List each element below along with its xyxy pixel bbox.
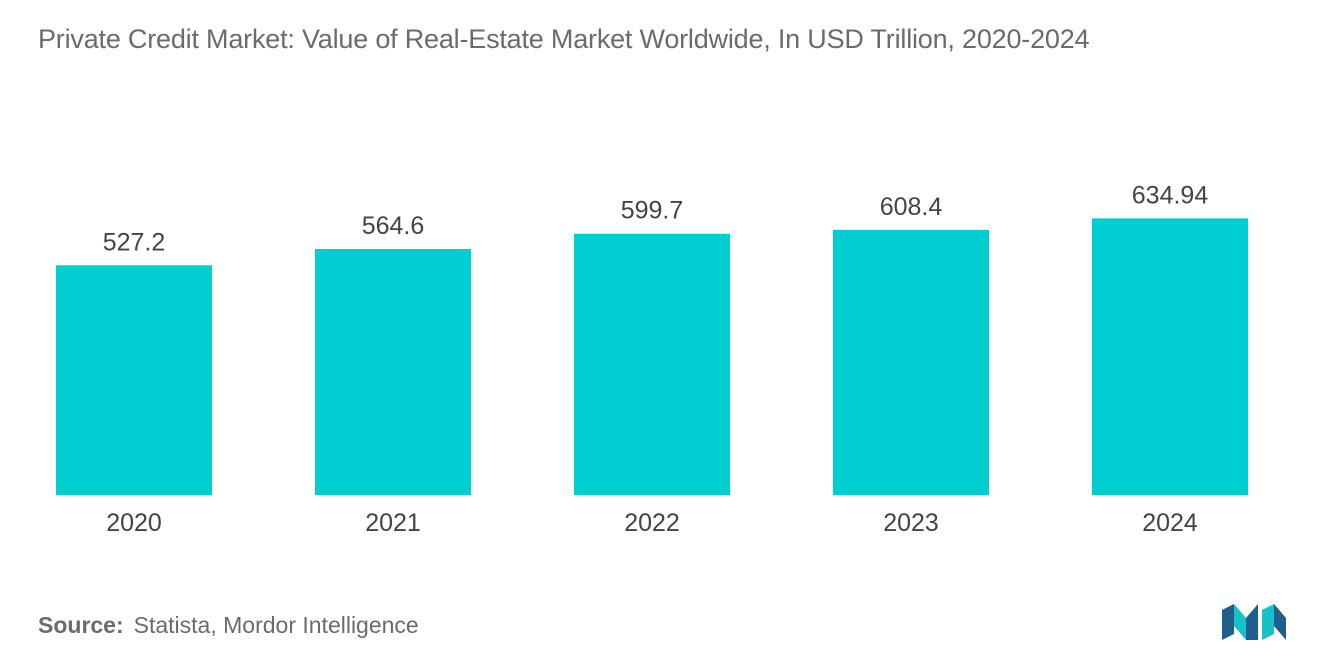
data-label-2020: 527.2 bbox=[103, 228, 166, 256]
mordor-intelligence-logo-icon bbox=[1222, 604, 1286, 640]
chart-title: Private Credit Market: Value of Real-Est… bbox=[38, 24, 1090, 54]
source-line: Source: Statista, Mordor Intelligence bbox=[38, 612, 419, 639]
x-tick-label-2020: 2020 bbox=[106, 509, 162, 537]
bar-2024 bbox=[1092, 218, 1248, 496]
data-label-2021: 564.6 bbox=[362, 212, 425, 240]
data-label-2022: 599.7 bbox=[621, 197, 684, 225]
source-text: Statista, Mordor Intelligence bbox=[133, 612, 419, 638]
bar-2021 bbox=[315, 249, 471, 495]
data-label-2024: 634.94 bbox=[1132, 181, 1209, 209]
bar-2023 bbox=[833, 229, 989, 496]
data-label-2023: 608.4 bbox=[880, 193, 943, 221]
x-tick-label-2023: 2023 bbox=[883, 509, 939, 537]
x-tick-label-2024: 2024 bbox=[1142, 509, 1198, 537]
x-tick-label-2022: 2022 bbox=[624, 509, 680, 537]
bar-2022 bbox=[574, 233, 730, 496]
bar-2020 bbox=[56, 265, 212, 495]
bar-chart: 527.2 2020 564.6 2021 599.7 2022 608.4 2023 634.… bbox=[56, 181, 1248, 537]
source-label: Source: bbox=[38, 612, 124, 638]
x-tick-label-2021: 2021 bbox=[365, 509, 421, 537]
